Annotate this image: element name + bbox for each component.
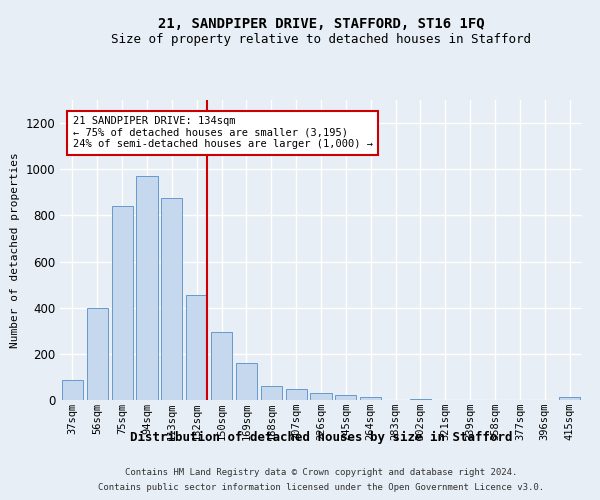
Text: Contains public sector information licensed under the Open Government Licence v3: Contains public sector information licen… bbox=[98, 483, 544, 492]
Text: Size of property relative to detached houses in Stafford: Size of property relative to detached ho… bbox=[111, 32, 531, 46]
Text: Distribution of detached houses by size in Stafford: Distribution of detached houses by size … bbox=[130, 431, 512, 444]
Text: Contains HM Land Registry data © Crown copyright and database right 2024.: Contains HM Land Registry data © Crown c… bbox=[125, 468, 517, 477]
Text: 21 SANDPIPER DRIVE: 134sqm
← 75% of detached houses are smaller (3,195)
24% of s: 21 SANDPIPER DRIVE: 134sqm ← 75% of deta… bbox=[73, 116, 373, 150]
Bar bbox=[161, 198, 182, 400]
Bar bbox=[286, 389, 307, 400]
Bar bbox=[335, 396, 356, 400]
Bar bbox=[211, 332, 232, 400]
Bar bbox=[310, 393, 332, 400]
Bar bbox=[87, 308, 108, 400]
Bar bbox=[261, 386, 282, 400]
Bar bbox=[112, 206, 133, 400]
Bar bbox=[136, 176, 158, 400]
Bar bbox=[186, 295, 207, 400]
Bar bbox=[410, 399, 431, 400]
Text: 21, SANDPIPER DRIVE, STAFFORD, ST16 1FQ: 21, SANDPIPER DRIVE, STAFFORD, ST16 1FQ bbox=[158, 18, 484, 32]
Bar bbox=[62, 380, 83, 400]
Bar bbox=[236, 363, 257, 400]
Bar bbox=[559, 397, 580, 400]
Bar bbox=[360, 397, 381, 400]
Y-axis label: Number of detached properties: Number of detached properties bbox=[10, 152, 20, 348]
